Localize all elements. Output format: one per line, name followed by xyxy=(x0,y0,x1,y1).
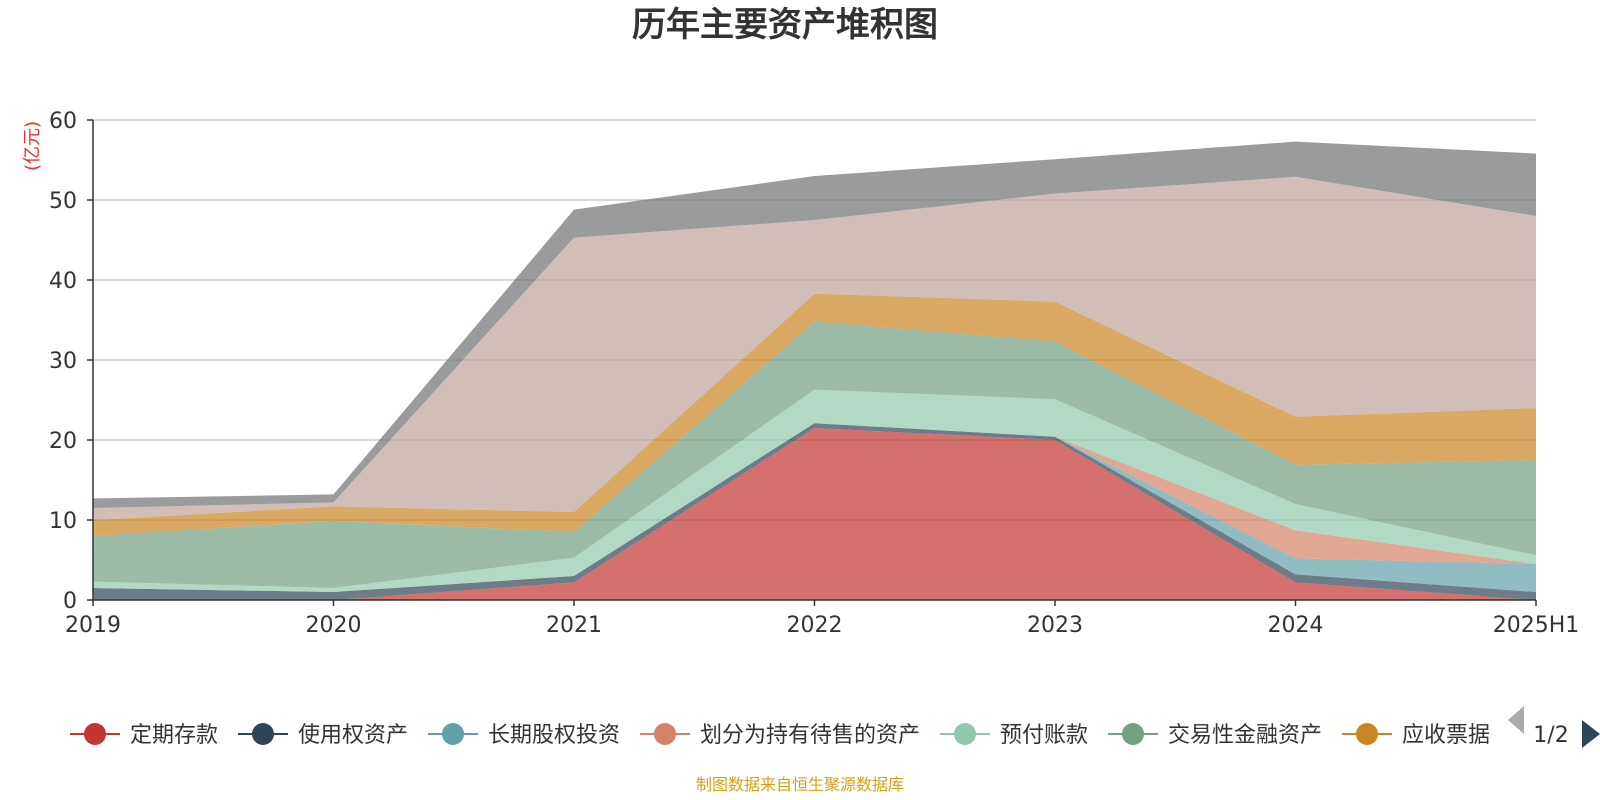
area-series-0 xyxy=(93,428,1536,600)
area-series-1 xyxy=(93,423,1536,600)
legend-next-arrow-icon[interactable] xyxy=(1582,720,1600,748)
legend-marker-icon-1 xyxy=(252,723,274,745)
y-tick-label-6: 60 xyxy=(49,109,77,134)
x-tick-label-6: 2025H1 xyxy=(1493,613,1580,638)
legend-label-3: 划分为持有待售的资产 xyxy=(700,723,920,748)
legend-prev-arrow-icon[interactable] xyxy=(1508,706,1524,734)
x-axis-ticks: 2019 2020 2021 2022 2023 2024 2025H1 xyxy=(65,600,1579,638)
legend-item-5[interactable]: 交易性金融资产 xyxy=(1108,723,1322,748)
y-tick-label-4: 40 xyxy=(49,269,77,294)
legend: 定期存款 使用权资产 长期股权投资 划分为持有待售的资产 预付账款 交易性金融资产 应收票据 xyxy=(70,723,1490,748)
x-tick-label-2: 2021 xyxy=(546,613,602,638)
area-series-6 xyxy=(93,293,1536,536)
legend-item-3[interactable]: 划分为持有待售的资产 xyxy=(640,723,920,748)
stacked-areas xyxy=(93,141,1536,600)
x-tick-label-5: 2024 xyxy=(1268,613,1324,638)
legend-page-indicator: 1/2 xyxy=(1533,723,1568,748)
legend-marker-icon-3 xyxy=(654,723,676,745)
area-series-2 xyxy=(93,423,1536,592)
legend-marker-icon-6 xyxy=(1356,723,1378,745)
x-tick-label-4: 2023 xyxy=(1027,613,1083,638)
y-tick-label-1: 10 xyxy=(49,509,77,534)
legend-item-0[interactable]: 定期存款 xyxy=(70,723,218,748)
legend-marker-icon-0 xyxy=(84,723,106,745)
legend-label-2: 长期股权投资 xyxy=(488,723,620,748)
y-axis-unit-label: (亿元) xyxy=(22,121,43,171)
x-tick-label-1: 2020 xyxy=(306,613,362,638)
area-series-7 xyxy=(93,176,1536,521)
legend-item-1[interactable]: 使用权资产 xyxy=(238,723,408,748)
area-series-5 xyxy=(93,321,1536,588)
legend-label-6: 应收票据 xyxy=(1402,723,1490,748)
data-source-note: 制图数据来自恒生聚源数据库 xyxy=(696,775,904,794)
legend-marker-icon-5 xyxy=(1122,723,1144,745)
area-series-8 xyxy=(93,141,1536,508)
area-series-4 xyxy=(93,389,1536,592)
legend-marker-icon-2 xyxy=(442,723,464,745)
legend-item-4[interactable]: 预付账款 xyxy=(940,723,1088,748)
x-tick-label-3: 2022 xyxy=(787,613,843,638)
x-tick-label-0: 2019 xyxy=(65,613,121,638)
y-axis-ticks: 0 10 20 30 40 50 60 xyxy=(49,109,93,614)
legend-label-0: 定期存款 xyxy=(130,723,218,748)
y-tick-label-2: 20 xyxy=(49,429,77,454)
chart-title: 历年主要资产堆积图 xyxy=(632,5,938,45)
y-tick-label-5: 50 xyxy=(49,189,77,214)
y-tick-label-0: 0 xyxy=(63,589,77,614)
legend-pager: 1/2 xyxy=(1508,706,1600,748)
legend-label-4: 预付账款 xyxy=(1000,723,1088,748)
legend-item-2[interactable]: 长期股权投资 xyxy=(428,723,620,748)
legend-label-5: 交易性金融资产 xyxy=(1168,723,1322,748)
legend-item-6[interactable]: 应收票据 xyxy=(1342,723,1490,748)
legend-marker-icon-4 xyxy=(954,723,976,745)
y-tick-label-3: 30 xyxy=(49,349,77,374)
legend-label-1: 使用权资产 xyxy=(298,723,408,748)
